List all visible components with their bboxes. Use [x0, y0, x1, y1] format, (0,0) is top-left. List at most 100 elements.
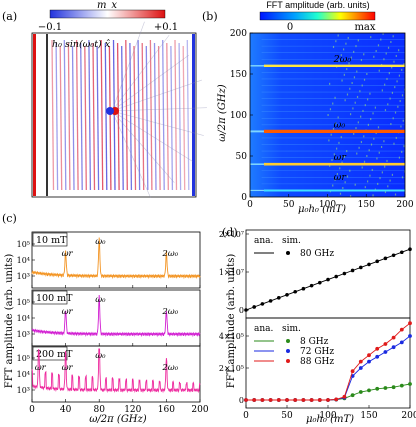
point-88ghz — [244, 398, 248, 402]
panel-a-colorbar-max: +0.1 — [154, 22, 178, 33]
heatmap-speckle — [328, 139, 330, 142]
wave-stripe — [108, 45, 112, 191]
heatmap-speckle — [372, 112, 374, 115]
heatmap-speckle — [361, 84, 363, 87]
heatmap-speckle — [327, 114, 329, 116]
panel-b-colorbar — [259, 11, 376, 21]
legend-bottom-dot — [286, 349, 290, 353]
point-80ghz — [301, 286, 306, 291]
heatmap-speckle — [329, 164, 331, 167]
heatmap-speckle — [389, 97, 391, 100]
heatmap-ytick-label: 200 — [230, 29, 247, 39]
point-88ghz — [285, 398, 289, 402]
heatmap-speckle — [334, 178, 336, 181]
spectrum-peak-label: ωr — [62, 363, 74, 373]
heatmap-speckle — [347, 36, 349, 39]
heatmap-annotation: 2ω₀ — [333, 54, 352, 65]
point-80ghz — [268, 299, 273, 303]
panel-a-label: (a) — [2, 10, 17, 23]
heatmap-speckle — [339, 167, 341, 170]
heatmap-speckle — [403, 145, 405, 148]
spectrum-xtick-label: 80 — [93, 405, 105, 415]
spectrum-xtick-label: 0 — [29, 405, 35, 415]
heatmap-speckle — [360, 141, 363, 144]
wave-stripe — [63, 39, 67, 191]
heatmap-speckle — [372, 194, 374, 197]
top-ytick-label: 2×10⁷ — [219, 230, 244, 239]
heatmap-speckle — [370, 118, 372, 121]
spectrum-ytick-label: 10⁵ — [17, 298, 30, 307]
spectrum-field-box — [32, 232, 68, 247]
heatmap-speckle — [369, 174, 371, 177]
wave-ray — [111, 110, 193, 162]
heatmap-xtick-label: 150 — [358, 200, 375, 210]
heatmap-speckle — [388, 72, 390, 75]
panel-d-ylabel: FFT amplitude (arb. units) — [226, 254, 237, 389]
spectrum-peak-label: ω₀ — [95, 351, 106, 361]
panel-b-ylabel: ω/2π (GHz) — [217, 84, 228, 142]
panel-a-simulation-image — [31, 21, 207, 198]
spectrum-field-box — [32, 290, 68, 305]
heatmap-speckle — [391, 173, 394, 176]
heatmap-speckle — [376, 157, 378, 160]
heatmap-speckle — [379, 177, 381, 180]
point-80ghz — [260, 302, 265, 306]
heatmap-speckle — [395, 54, 397, 57]
heatmap-speckle — [390, 123, 392, 126]
point-88ghz — [367, 353, 371, 358]
heatmap-speckle — [340, 54, 342, 57]
heatmap-speckle — [346, 68, 348, 71]
heatmap-speckle — [331, 159, 333, 162]
legend-top-ana: ana. — [254, 236, 274, 246]
heatmap-speckle — [370, 36, 372, 39]
heatmap-speckle — [349, 169, 351, 172]
wave-stripe — [92, 42, 96, 191]
heatmap-speckle — [401, 68, 403, 71]
point-80ghz — [309, 283, 314, 288]
wave-stripe — [182, 45, 186, 191]
wave-ray — [111, 34, 170, 112]
panel-a-drive-label: h₀ sin(ω₀t) x̂ — [52, 39, 111, 50]
panel-c-ylabel: FFT amplitude (arb. units) — [4, 254, 15, 389]
heatmap-speckle — [349, 195, 352, 198]
point-72ghz — [358, 366, 363, 370]
point-88ghz — [408, 321, 412, 326]
heatmap-speckle — [345, 42, 347, 45]
heatmap-speckle — [356, 95, 359, 98]
heatmap-speckle — [378, 151, 380, 154]
wave-stripe — [55, 42, 59, 191]
wave-ray — [111, 21, 145, 112]
point-80ghz — [334, 274, 339, 279]
spectrum-peak-label: ωr — [62, 307, 74, 317]
heatmap-speckle — [368, 149, 370, 152]
point-8ghz — [375, 386, 380, 391]
point-8ghz — [408, 382, 412, 386]
panel-b-label: (b) — [202, 10, 218, 23]
heatmap-speckle — [394, 86, 396, 89]
heatmap-speckle — [341, 79, 343, 82]
spectrum-xtick-label: 40 — [60, 405, 72, 415]
heatmap-speckle — [358, 146, 360, 149]
wave-stripe — [96, 45, 100, 191]
heatmap-speckle — [380, 38, 382, 41]
heatmap-speckle — [343, 48, 345, 51]
point-72ghz — [391, 345, 396, 350]
wave-ray — [111, 79, 202, 112]
heatmap-speckle — [392, 117, 394, 120]
heatmap-ytick-label: 100 — [230, 111, 247, 121]
wave-ray — [111, 107, 207, 112]
spectrum-peak-label: ωr — [62, 249, 74, 259]
point-88ghz — [293, 398, 298, 402]
bottom-xtick-label: 100 — [319, 411, 336, 421]
heatmap-speckle — [341, 161, 343, 164]
heatmap-speckle — [332, 184, 334, 187]
heatmap-speckle — [401, 176, 404, 179]
heatmap-speckle — [336, 147, 338, 150]
spectrum-field-box — [32, 346, 68, 361]
spectrum-peak-label: 2ω₀ — [161, 363, 178, 373]
heatmap-xtick-label: 50 — [283, 200, 295, 210]
point-88ghz — [383, 342, 388, 346]
panel-d-label: (d) — [222, 226, 238, 239]
heatmap-speckle — [401, 94, 404, 97]
heatmap-speckle — [394, 193, 397, 196]
